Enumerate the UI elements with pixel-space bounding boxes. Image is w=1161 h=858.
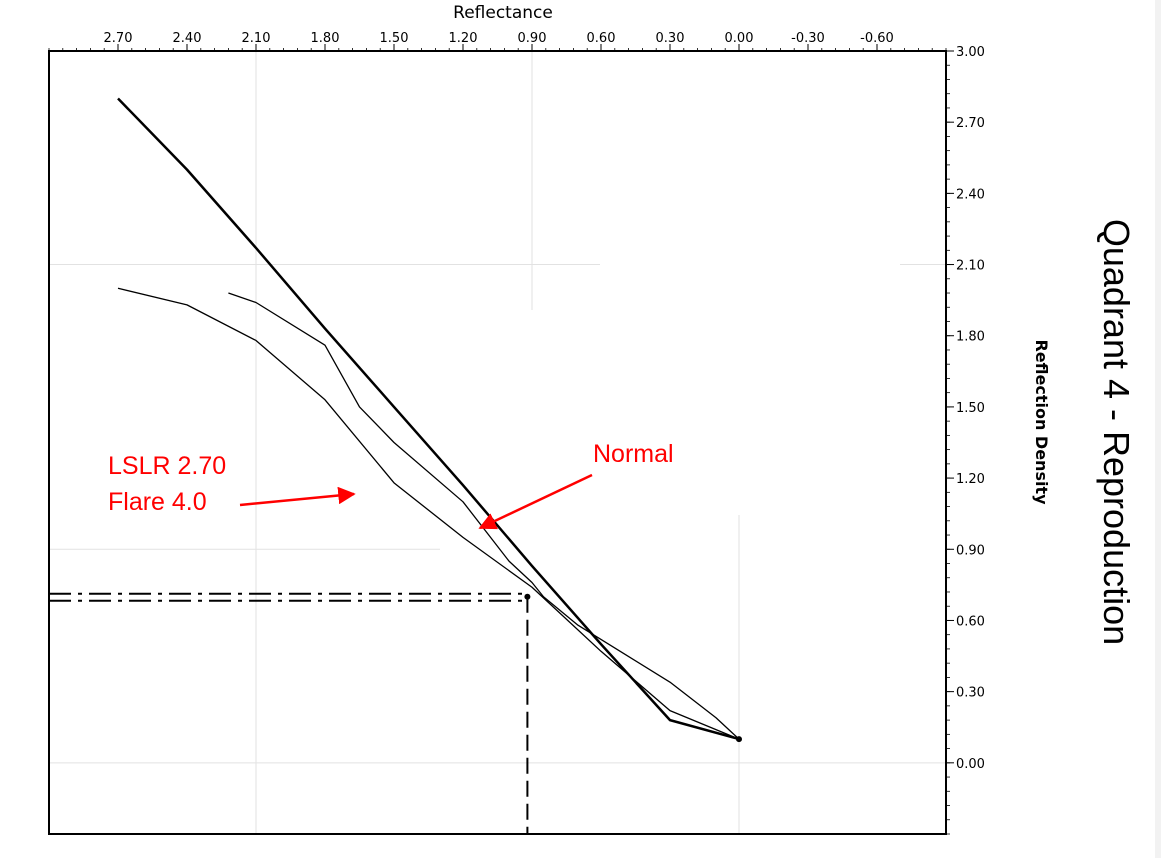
y-tick-label-3: 2.10: [956, 259, 985, 274]
x-tick-label-5: 1.20: [449, 31, 478, 46]
x-tick-label-3: 1.80: [311, 31, 340, 46]
x-tick-label-0: 2.70: [104, 31, 133, 46]
y-tick-label-4: 1.80: [956, 330, 985, 345]
guide-lines: [49, 592, 531, 834]
x-tick-label-7: 0.60: [587, 31, 616, 46]
annotation-normal-label: Normal: [593, 440, 674, 468]
plot-frame: [48, 50, 947, 835]
y-tick-label-2: 2.40: [956, 187, 985, 202]
x-tick-label-9: 0.00: [725, 31, 754, 46]
y-tick-label-0: 3.00: [956, 45, 985, 60]
right-edge-strip: [1155, 0, 1161, 858]
y-tick-label-8: 0.60: [956, 614, 985, 629]
x-tick-label-1: 2.40: [173, 31, 202, 46]
series-group: [117, 97, 742, 743]
x-axis-ticks: 2.70 2.40 2.10 1.80 1.50 1.20 0.90 0.60 0.30 0.00…: [48, 31, 947, 51]
annotation-lslr-arrow: [239, 486, 356, 507]
x-axis-title: Reflectance: [453, 3, 553, 23]
convergence-point: [736, 736, 742, 743]
y-tick-label-1: 2.70: [956, 116, 985, 131]
y-tick-label-10: 0.00: [956, 757, 985, 772]
x-tick-label-4: 1.50: [380, 31, 409, 46]
guide-intersection-point: [524, 593, 531, 600]
x-tick-label-6: 0.90: [518, 31, 547, 46]
y-tick-label-6: 1.20: [956, 472, 985, 487]
side-title: Quadrant 4 - Reproduction: [1096, 219, 1137, 645]
y-tick-label-9: 0.30: [956, 686, 985, 701]
y-axis-title: Reflection Density: [1032, 339, 1051, 505]
grid-lines: [49, 51, 946, 834]
annotation-normal-arrow: [478, 473, 593, 530]
annotation-lslr: LSLR 2.70 Flare 4.0: [108, 452, 356, 516]
annotation-normal: Normal: [478, 440, 674, 530]
series-line-1: [228, 292, 740, 740]
annotation-lslr-line1: LSLR 2.70: [108, 452, 226, 480]
y-tick-label-7: 0.90: [956, 543, 985, 558]
series-line-2: [117, 287, 740, 740]
y-tick-label-5: 1.50: [956, 401, 985, 416]
x-tick-label-8: 0.30: [656, 31, 685, 46]
x-tick-label-10: -0.30: [791, 31, 825, 46]
y-axis-ticks: 3.00 2.70 2.40 2.10 1.80 1.50 1.20 0.90 0.60 0.30…: [946, 45, 985, 835]
x-tick-label-2: 2.10: [242, 31, 271, 46]
annotation-lslr-line2: Flare 4.0: [108, 488, 207, 516]
x-tick-label-11: -0.60: [860, 31, 894, 46]
series-line-0: [117, 97, 740, 741]
